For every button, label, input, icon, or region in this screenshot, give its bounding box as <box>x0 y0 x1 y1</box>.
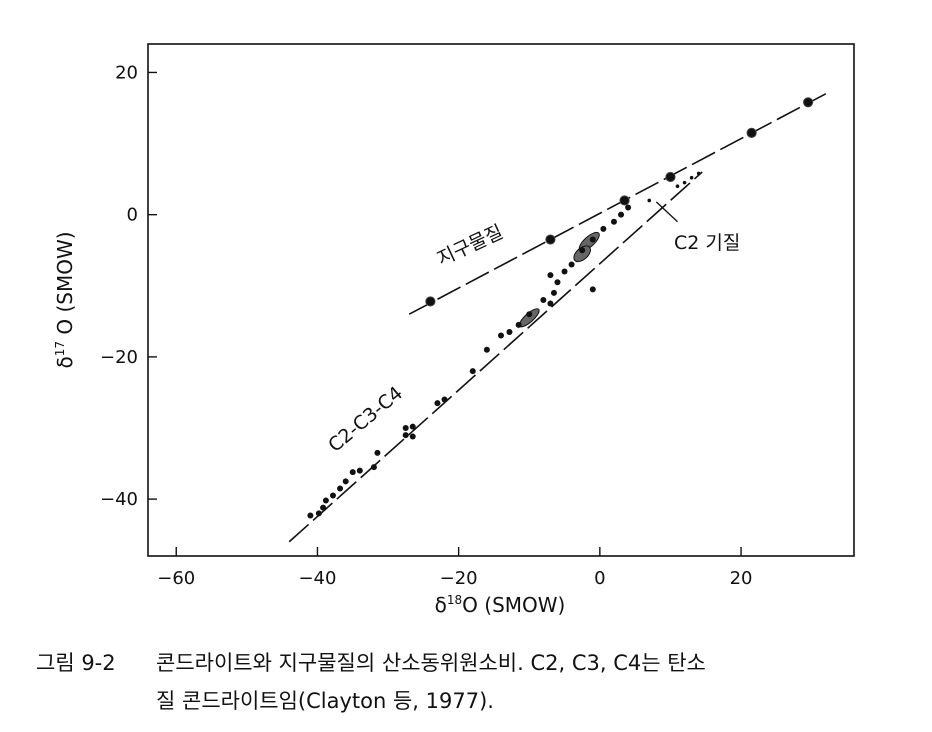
data-point <box>589 236 596 243</box>
data-point <box>370 464 377 471</box>
data-point <box>434 400 441 407</box>
figure-caption: 그림 9-2 콘드라이트와 지구물질의 산소동위원소비. C2, C3, C4는 … <box>36 644 916 720</box>
annotation-c2-matrix-leader <box>655 201 678 223</box>
y-tick-label: −40 <box>100 489 138 510</box>
ticks: −60 −40 −20 0 20 20 0 −20 −40 <box>100 62 752 589</box>
trend-line <box>288 171 703 543</box>
data-point <box>547 300 554 307</box>
data-point <box>356 467 363 474</box>
data-point <box>506 329 513 335</box>
data-point <box>589 286 596 293</box>
figure-number: 그림 9-2 <box>36 651 116 675</box>
y-tick-label: 20 <box>115 62 138 83</box>
data-point <box>425 296 436 307</box>
data-point <box>540 297 547 303</box>
x-tick-label: 20 <box>730 568 753 589</box>
data-point <box>337 485 344 492</box>
data-point <box>682 180 687 185</box>
caption-line-1: 콘드라이트와 지구물질의 산소동위원소비. C2, C3, C4는 탄소 <box>156 651 706 675</box>
data-point <box>647 198 652 203</box>
data-point <box>550 289 557 296</box>
caption-line-2: 질 콘드라이트임(Clayton 등, 1977). <box>156 689 494 713</box>
x-axis-title: δ18O (SMOW) <box>435 593 566 617</box>
chart: −60 −40 −20 0 20 20 0 −20 −40 지구물질 C2-C3-C4 C2 기… <box>53 43 855 617</box>
data-point <box>619 195 630 206</box>
data-point <box>625 204 632 211</box>
data-point <box>545 234 556 245</box>
data-point <box>409 423 416 430</box>
data-point <box>618 211 625 218</box>
data-point <box>568 261 575 268</box>
data-point <box>696 171 701 176</box>
trend-lines <box>288 93 827 543</box>
data-point <box>803 97 814 108</box>
data-point <box>483 346 490 353</box>
data-point <box>561 268 568 275</box>
data-point <box>307 512 314 519</box>
data-point <box>329 492 336 499</box>
data-points <box>307 97 814 519</box>
data-point <box>498 332 504 339</box>
data-point <box>441 396 448 403</box>
data-point <box>600 225 607 232</box>
x-tick-label: −20 <box>440 568 478 589</box>
annotation-terrestrial: 지구물질 <box>434 221 507 270</box>
data-point <box>746 127 757 138</box>
data-point <box>402 432 409 439</box>
plot-frame <box>147 43 855 557</box>
x-tick-label: −40 <box>298 568 336 589</box>
data-point <box>554 279 561 286</box>
annotation-c2-matrix: C2 기질 <box>674 232 740 254</box>
data-point <box>515 321 522 328</box>
data-point <box>526 311 533 318</box>
data-point <box>374 449 381 456</box>
data-point <box>547 272 554 279</box>
data-point <box>349 469 356 476</box>
data-point <box>675 184 680 189</box>
x-tick-label: −60 <box>157 568 195 589</box>
data-point <box>402 425 409 431</box>
y-tick-label: −20 <box>100 347 138 368</box>
annotation-c2c3c4: C2-C3-C4 <box>324 382 407 457</box>
data-point <box>689 175 694 180</box>
data-point <box>342 478 349 485</box>
data-point <box>665 171 676 183</box>
trend-line <box>408 93 827 315</box>
data-point <box>315 510 322 517</box>
data-point <box>320 504 327 511</box>
x-tick-label: 0 <box>594 568 605 589</box>
data-point <box>579 247 586 254</box>
data-point <box>610 218 617 225</box>
data-point <box>409 433 416 440</box>
y-axis-title: δ17 O (SMOW) <box>53 231 77 368</box>
region-chondrule-field-2 <box>573 245 591 263</box>
y-tick-label: 0 <box>127 205 138 226</box>
data-point <box>469 368 476 375</box>
data-point <box>322 497 329 504</box>
